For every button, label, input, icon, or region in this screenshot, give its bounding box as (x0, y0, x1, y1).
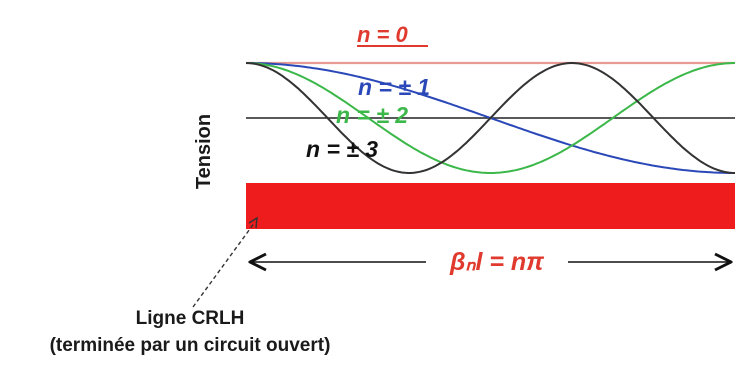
mode-n1-label: n = ± 1 (358, 74, 430, 100)
caption-line2: (terminée par un circuit ouvert) (49, 335, 331, 356)
mode-n2-curve (246, 62, 735, 174)
y-axis-label-container: Tension (175, 96, 235, 206)
mode-n2-label: n = ± 2 (336, 102, 408, 128)
caption: Ligne CRLH (terminée par un circuit ouve… (0, 305, 380, 359)
y-axis-label: Tension (193, 113, 216, 189)
pointer-arrowhead (248, 216, 258, 229)
crlh-line-bar (246, 183, 735, 229)
mode-n3-label: n = ± 3 (306, 136, 378, 162)
caption-line1: Ligne CRLH (135, 308, 245, 329)
mode-n0-label: n = 0 (357, 22, 409, 47)
pointer-line (192, 221, 256, 308)
mode-n3-curve (245, 62, 735, 174)
dimension-label: βₙl = nπ (449, 248, 545, 276)
